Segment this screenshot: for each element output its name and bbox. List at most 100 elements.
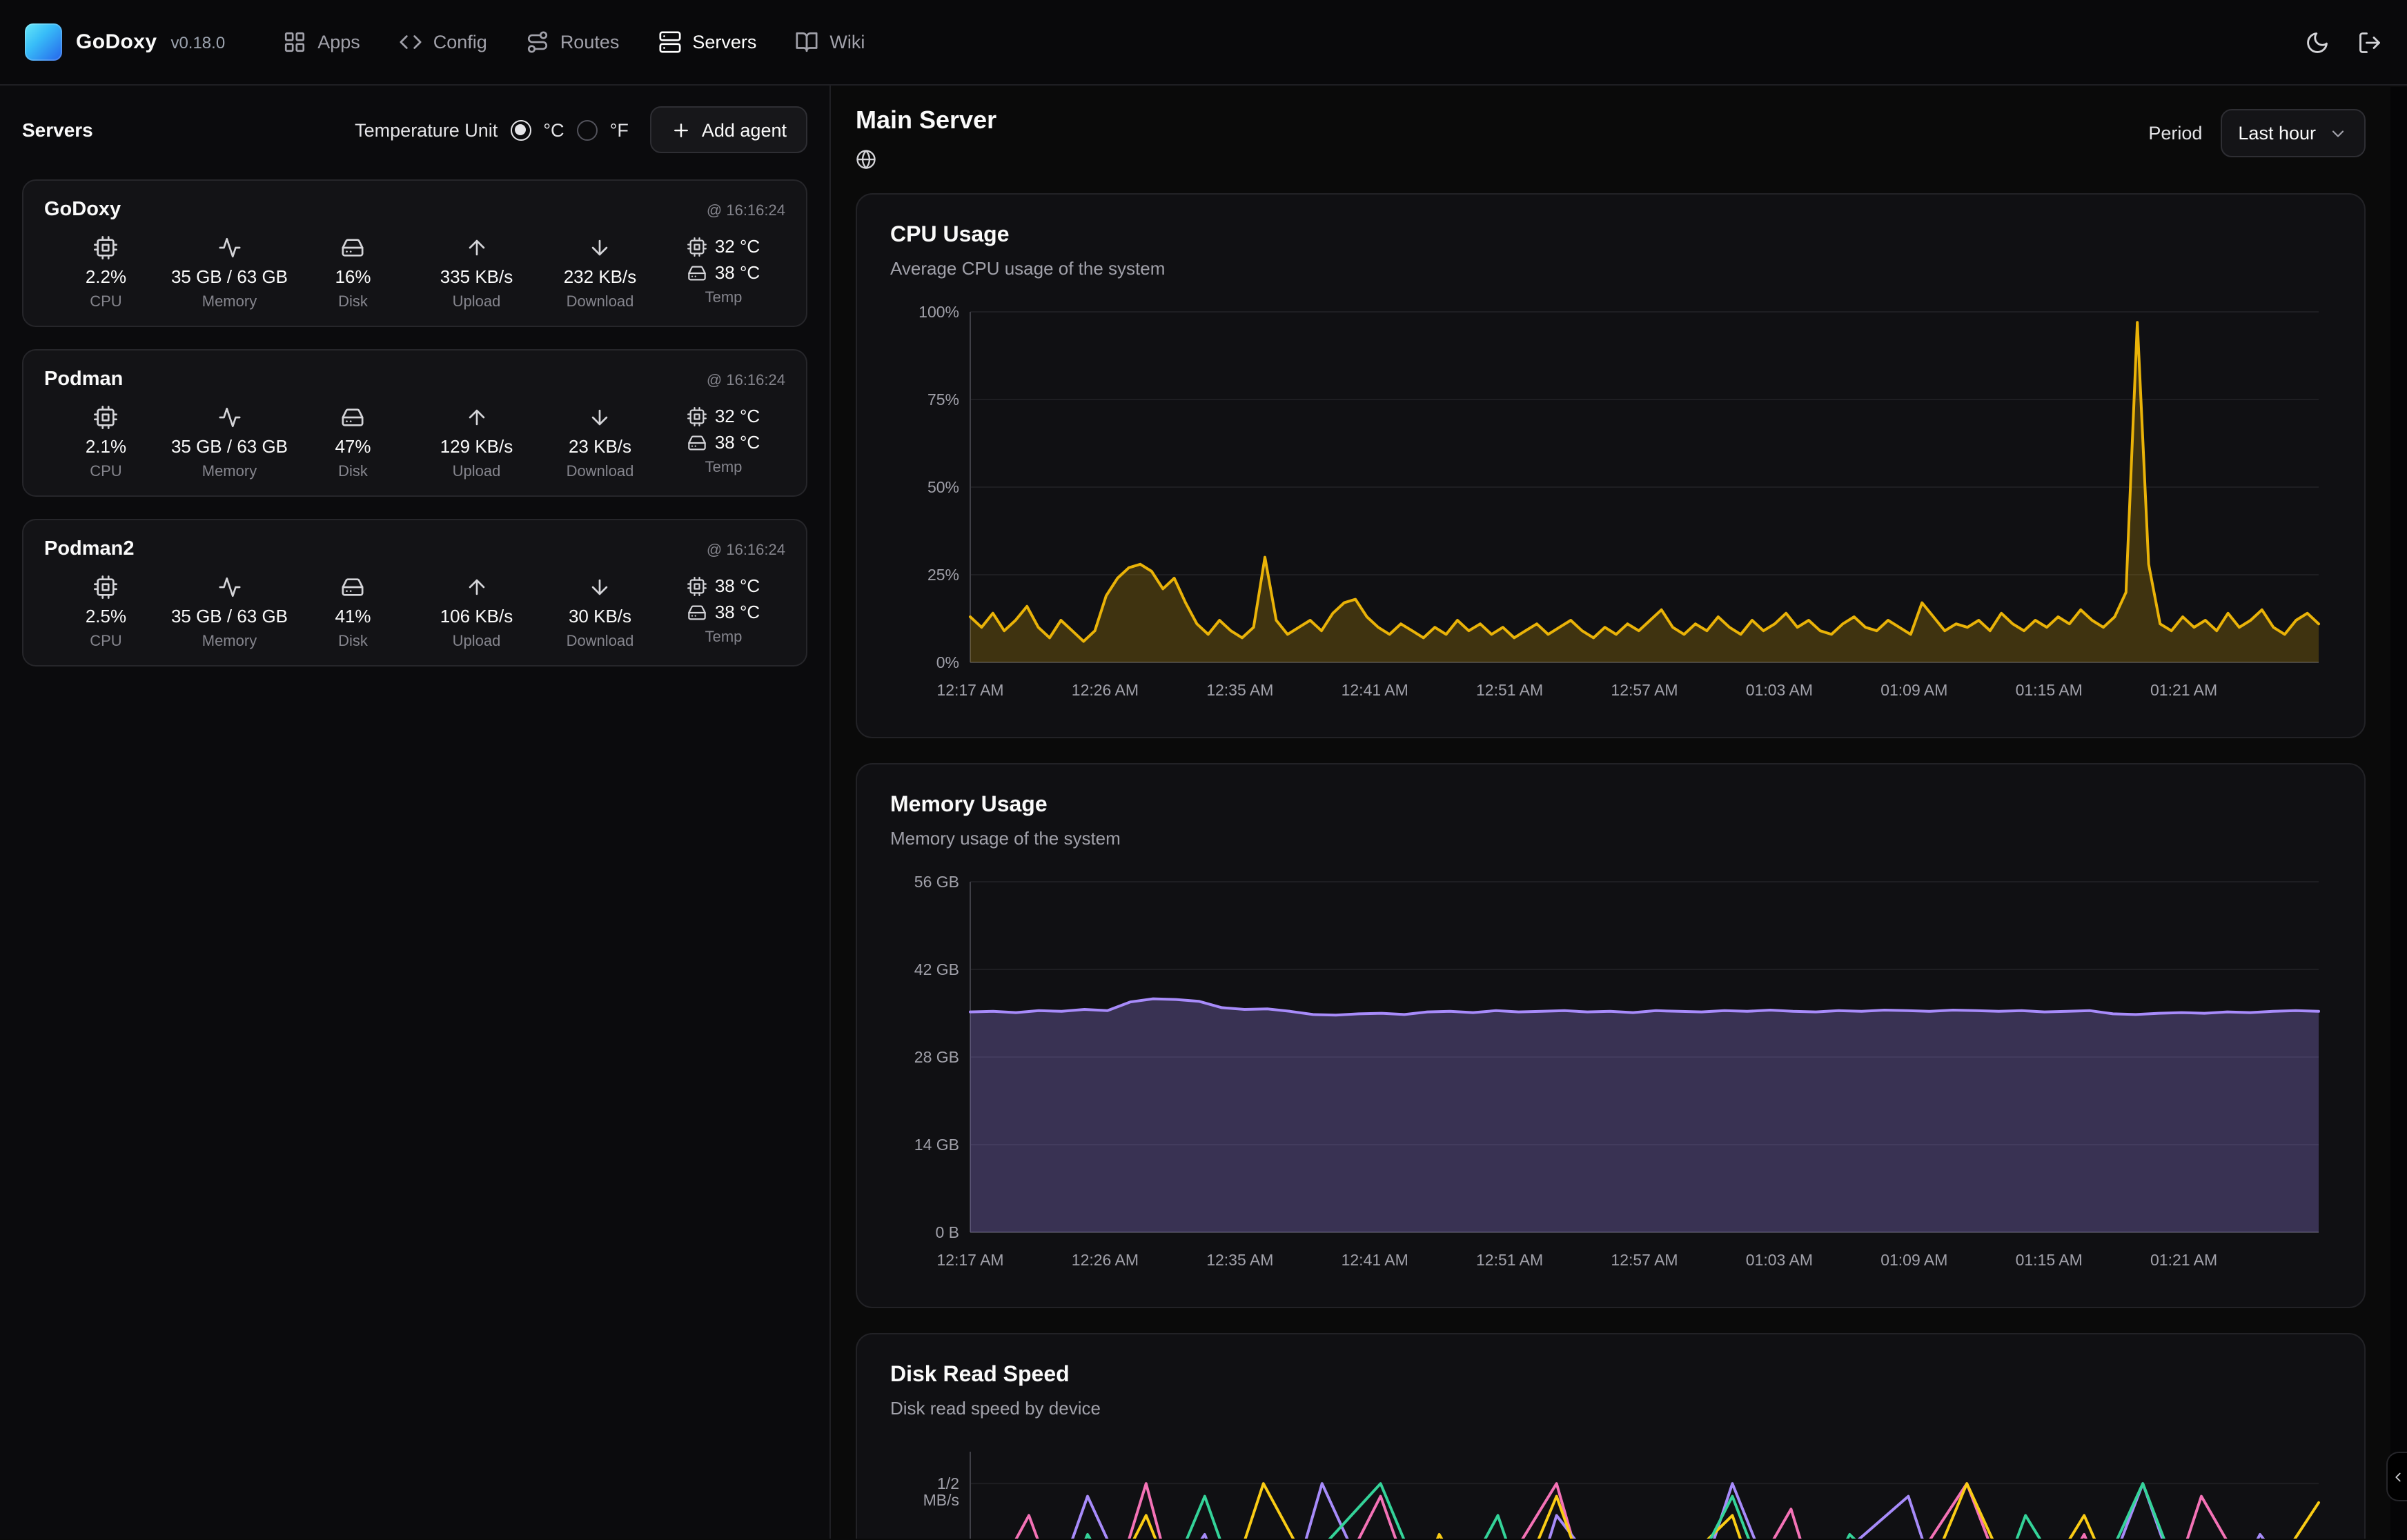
nav-item-apps[interactable]: Apps	[283, 30, 360, 54]
download-stat: 30 KB/s Download	[538, 575, 662, 650]
plus-icon	[671, 119, 692, 140]
route-icon	[526, 30, 549, 54]
server-card-podman2[interactable]: Podman2 @ 16:16:24 2.5% CPU 35 GB / 63 G…	[22, 519, 807, 667]
content-layout: Servers Temperature Unit °C °F Add agent…	[0, 86, 2407, 1539]
svg-text:01:21 AM: 01:21 AM	[2150, 1251, 2217, 1269]
hard-drive-icon	[342, 575, 365, 599]
download-arrow-icon	[589, 575, 612, 599]
upload-value: 106 KB/s	[440, 606, 513, 626]
upload-value: 335 KB/s	[440, 266, 513, 287]
svg-text:14 GB: 14 GB	[914, 1136, 959, 1154]
cpu-temp-row: 32 °C	[687, 236, 760, 257]
cpu-icon	[95, 575, 118, 599]
svg-text:01:09 AM: 01:09 AM	[1880, 1251, 1947, 1269]
temp-stat: 32 °C 38 °C Temp	[662, 236, 785, 310]
disk-label: Disk	[338, 464, 368, 480]
cpu-value: 2.1%	[86, 436, 126, 457]
cpu-value: 2.2%	[86, 266, 126, 287]
page-title: Main Server	[856, 105, 996, 135]
svg-text:12:51 AM: 12:51 AM	[1476, 681, 1543, 699]
server-card-podman[interactable]: Podman @ 16:16:24 2.1% CPU 35 GB / 63 GB…	[22, 349, 807, 497]
temp-rows: 32 °C 38 °C	[687, 406, 760, 453]
brand[interactable]: GoDoxy v0.18.0	[25, 23, 225, 61]
cpu-stat: 2.5% CPU	[44, 575, 168, 650]
unit-fahrenheit-label[interactable]: °F	[610, 119, 629, 140]
memory-value: 35 GB / 63 GB	[171, 266, 288, 287]
nav-item-wiki[interactable]: Wiki	[795, 30, 865, 54]
top-navbar: GoDoxy v0.18.0 Apps Config Routes Server…	[0, 0, 2407, 86]
memory-label: Memory	[202, 633, 257, 650]
download-value: 232 KB/s	[564, 266, 637, 287]
nav-item-routes[interactable]: Routes	[526, 30, 620, 54]
chart-title: Disk Read Speed	[890, 1363, 2331, 1388]
download-arrow-icon	[589, 406, 612, 429]
disk-temp-row: 38 °C	[687, 432, 760, 453]
chart-title: CPU Usage	[890, 224, 2331, 248]
servers-panel-header: Servers Temperature Unit °C °F Add agent	[22, 102, 807, 157]
cpu-icon	[687, 237, 707, 256]
temp-label: Temp	[705, 290, 743, 306]
nav-label: Wiki	[829, 32, 865, 52]
disk-read-speed-card: Disk Read Speed Disk read speed by devic…	[856, 1333, 2366, 1539]
period-value: Last hour	[2238, 123, 2316, 144]
download-stat: 232 KB/s Download	[538, 236, 662, 310]
svg-text:01:21 AM: 01:21 AM	[2150, 681, 2217, 699]
app-version: v0.18.0	[170, 32, 225, 52]
app-root: GoDoxy v0.18.0 Apps Config Routes Server…	[0, 0, 2407, 1540]
globe-icon[interactable]	[856, 150, 876, 170]
svg-text:01:09 AM: 01:09 AM	[1880, 681, 1947, 699]
servers-panel: Servers Temperature Unit °C °F Add agent…	[0, 86, 831, 1539]
upload-stat: 335 KB/s Upload	[415, 236, 538, 310]
hard-drive-icon	[687, 263, 707, 282]
unit-celsius-radio[interactable]	[510, 119, 531, 140]
globe-row	[856, 148, 996, 172]
svg-text:01:03 AM: 01:03 AM	[1746, 1251, 1813, 1269]
server-card-godoxy[interactable]: GoDoxy @ 16:16:24 2.2% CPU 35 GB / 63 GB…	[22, 179, 807, 327]
memory-value: 35 GB / 63 GB	[171, 436, 288, 457]
memory-stat: 35 GB / 63 GB Memory	[168, 575, 291, 650]
period-select[interactable]: Last hour	[2220, 109, 2366, 157]
add-agent-button[interactable]: Add agent	[651, 106, 807, 153]
disk-read-speed-chart: 1/2MB/s12:17 AM12:26 AM12:35 AM12:41 AM1…	[890, 1438, 2332, 1539]
servers-panel-title: Servers	[22, 119, 93, 141]
navbar-actions	[2305, 30, 2382, 55]
collapse-panel-tab[interactable]	[2386, 1452, 2407, 1501]
disk-value: 16%	[335, 266, 371, 287]
logout-icon[interactable]	[2357, 30, 2382, 55]
activity-icon	[218, 236, 242, 259]
unit-fahrenheit-radio[interactable]	[577, 119, 598, 140]
svg-text:12:41 AM: 12:41 AM	[1342, 1251, 1408, 1269]
upload-value: 129 KB/s	[440, 436, 513, 457]
server-detail-main: Main Server Period Last hour CPU Usage A…	[831, 86, 2407, 1539]
svg-text:12:17 AM: 12:17 AM	[936, 1251, 1003, 1269]
main-nav: Apps Config Routes Servers Wiki	[283, 30, 865, 54]
download-stat: 23 KB/s Download	[538, 406, 662, 480]
download-value: 23 KB/s	[569, 436, 631, 457]
cpu-label: CPU	[90, 633, 121, 650]
nav-label: Apps	[317, 32, 360, 52]
code-icon	[399, 30, 422, 54]
disk-temp-value: 38 °C	[715, 602, 760, 622]
nav-label: Config	[433, 32, 487, 52]
upload-label: Upload	[453, 464, 501, 480]
cpu-label: CPU	[90, 464, 121, 480]
upload-label: Upload	[453, 294, 501, 310]
temp-label: Temp	[705, 629, 743, 646]
upload-arrow-icon	[465, 575, 489, 599]
nav-label: Routes	[560, 32, 620, 52]
book-icon	[795, 30, 818, 54]
nav-item-config[interactable]: Config	[399, 30, 487, 54]
cpu-label: CPU	[90, 294, 121, 310]
cpu-temp-value: 32 °C	[715, 406, 760, 426]
svg-text:12:26 AM: 12:26 AM	[1072, 681, 1139, 699]
chart-subtitle: Average CPU usage of the system	[890, 258, 2331, 279]
dark-mode-toggle-moon-icon[interactable]	[2305, 30, 2330, 55]
svg-text:12:51 AM: 12:51 AM	[1476, 1251, 1543, 1269]
hard-drive-icon	[342, 236, 365, 259]
cpu-icon	[95, 406, 118, 429]
svg-text:12:35 AM: 12:35 AM	[1206, 1251, 1273, 1269]
nav-item-servers[interactable]: Servers	[658, 30, 756, 54]
disk-temp-row: 38 °C	[687, 262, 760, 283]
temp-rows: 38 °C 38 °C	[687, 575, 760, 622]
unit-celsius-label[interactable]: °C	[543, 119, 564, 140]
